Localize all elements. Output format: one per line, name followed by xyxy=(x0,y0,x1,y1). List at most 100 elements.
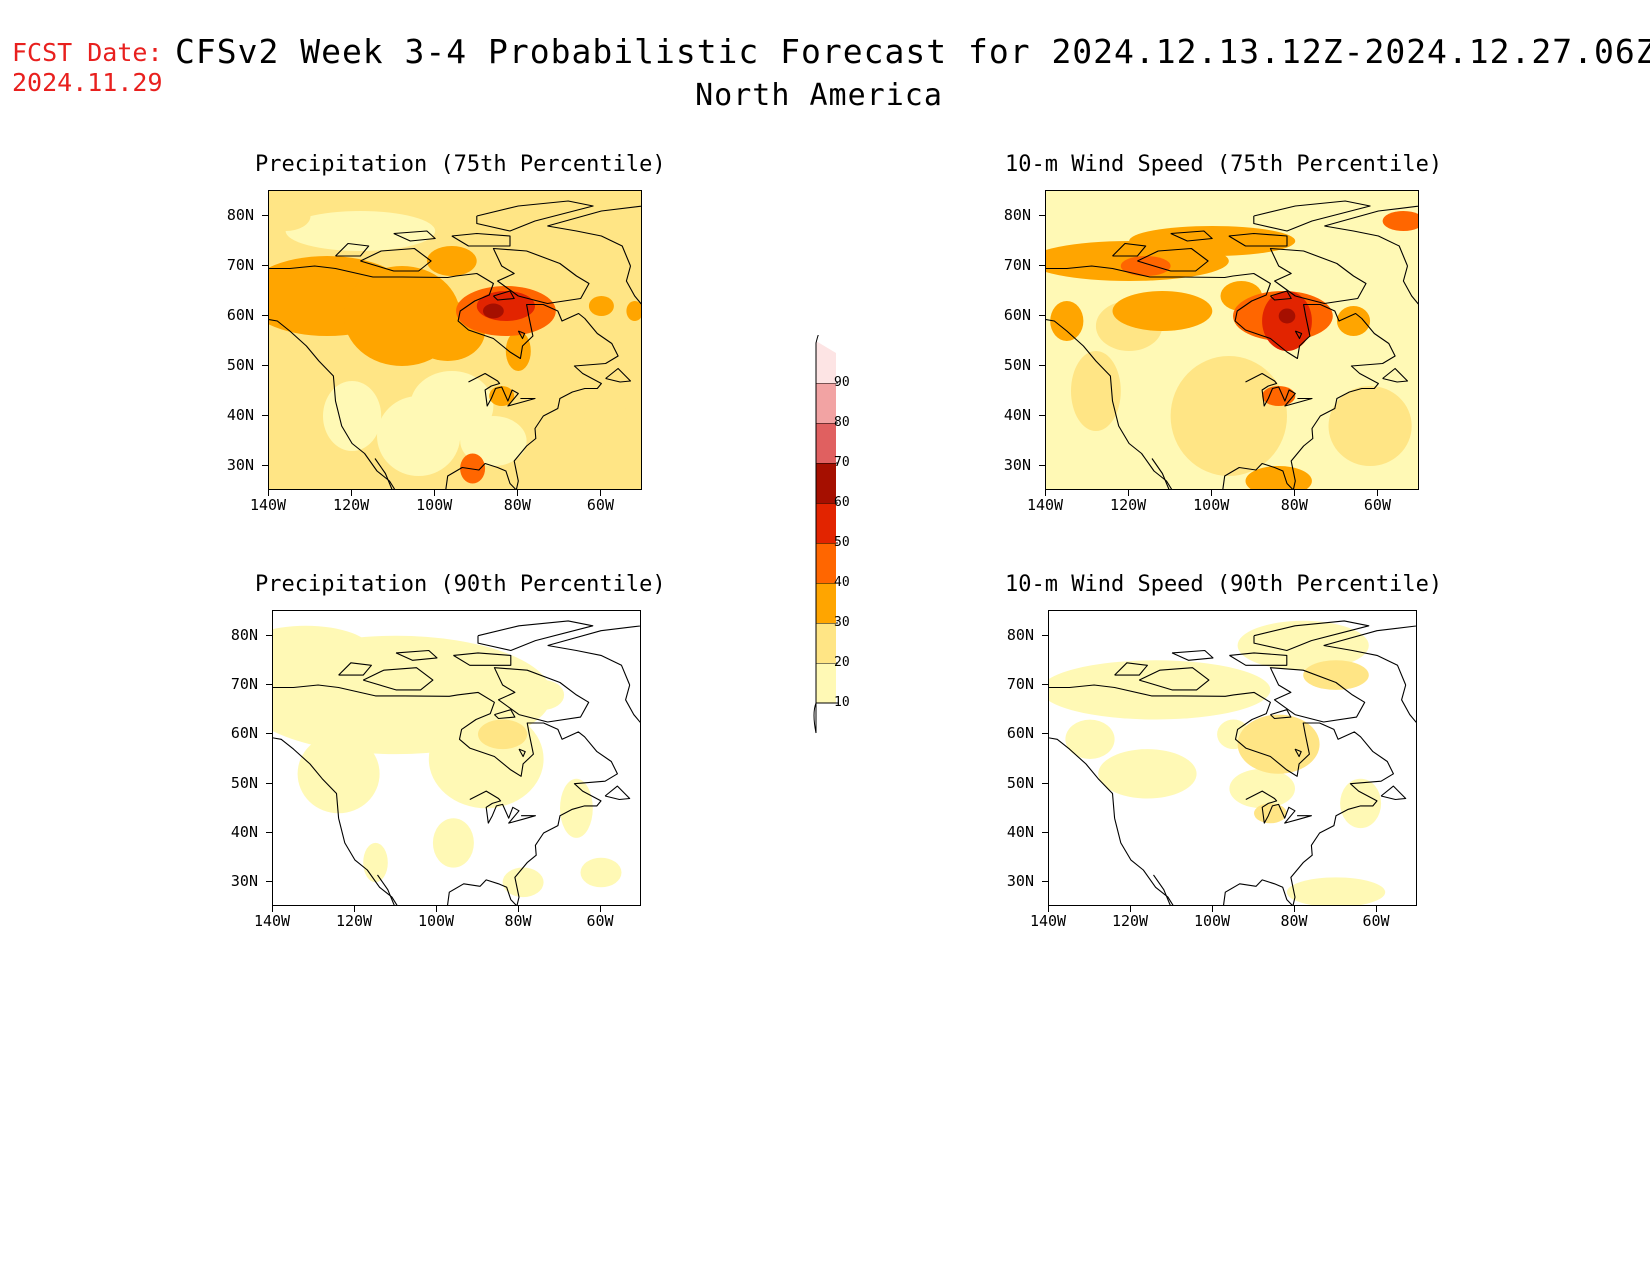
lat-label: 30N xyxy=(230,872,258,891)
probability-area xyxy=(502,867,544,898)
lat-label: 40N xyxy=(230,823,258,841)
coastline xyxy=(1229,652,1288,666)
coastline xyxy=(1269,247,1367,305)
lat-label: 80N xyxy=(1003,206,1031,224)
probability-area xyxy=(377,396,461,476)
coastline xyxy=(362,667,434,691)
lon-label: 120W xyxy=(1111,912,1149,930)
probability-area xyxy=(1382,211,1418,231)
coastline xyxy=(1402,265,1418,305)
coastline xyxy=(1382,367,1409,383)
lat-label: 80N xyxy=(230,625,258,644)
probability-area xyxy=(1303,660,1369,690)
lat-tick xyxy=(262,465,268,466)
lon-label: 60W xyxy=(1362,912,1390,930)
coastline xyxy=(1153,874,1171,905)
coastline xyxy=(625,265,641,305)
colorbar-label: 80 xyxy=(834,415,850,430)
probability-area xyxy=(584,386,627,446)
lat-tick xyxy=(1042,832,1048,833)
lat-label: 60N xyxy=(1003,306,1031,324)
lon-label: 120W xyxy=(333,496,370,514)
probability-area xyxy=(1049,660,1271,720)
lat-tick xyxy=(1042,782,1048,784)
lon-tick xyxy=(272,906,273,912)
map-canvas xyxy=(1046,191,1418,489)
colorbar xyxy=(813,335,838,734)
lat-label: 30N xyxy=(1003,456,1031,474)
map-plot xyxy=(1045,190,1419,490)
lat-tick xyxy=(266,782,272,784)
panel-title: Precipitation (75th Percentile) xyxy=(255,152,666,177)
lon-tick xyxy=(434,490,436,496)
coastline xyxy=(1171,649,1214,661)
probability-area xyxy=(460,416,527,466)
probability-area xyxy=(1278,308,1296,324)
probability-area xyxy=(1237,714,1320,774)
probability-area xyxy=(1262,386,1296,406)
coastline xyxy=(338,662,372,676)
lon-tick xyxy=(1377,490,1379,496)
lat-tick xyxy=(266,634,272,636)
lat-label: 80N xyxy=(1006,625,1034,644)
panel-title: 10-m Wind Speed (90th Percentile) xyxy=(1005,572,1443,597)
coastline xyxy=(547,644,631,686)
coastline xyxy=(377,874,395,905)
probability-area xyxy=(297,734,380,814)
colorbar-segment xyxy=(816,583,836,623)
lat-label: 80N xyxy=(226,206,254,224)
lat-label: 70N xyxy=(226,256,254,274)
probability-area xyxy=(1340,778,1382,829)
lon-tick xyxy=(1294,906,1295,912)
lat-tick xyxy=(262,215,268,216)
coastline xyxy=(1170,230,1213,242)
coastline xyxy=(494,709,516,720)
coastline xyxy=(1323,625,1416,647)
colorbar-label: 70 xyxy=(834,455,850,470)
probability-area xyxy=(426,246,477,276)
lat-label: 50N xyxy=(226,356,254,374)
panel-title: Precipitation (90th Percentile) xyxy=(255,572,666,597)
coastline xyxy=(1323,644,1407,686)
coastline xyxy=(269,319,396,489)
probability-area xyxy=(269,201,311,231)
probability-area xyxy=(1254,803,1287,824)
coastline xyxy=(625,684,640,723)
lon-tick xyxy=(351,490,353,496)
lat-tick xyxy=(266,684,272,685)
coastline xyxy=(518,748,526,758)
lon-label: 60W xyxy=(1363,496,1391,514)
lon-label: 140W xyxy=(1026,496,1064,514)
coastline xyxy=(1294,748,1302,758)
lon-label: 100W xyxy=(1193,912,1231,930)
coastline xyxy=(547,205,641,227)
coastline xyxy=(273,737,398,905)
coastline xyxy=(1401,684,1416,723)
coastline xyxy=(493,290,515,301)
lat-tick xyxy=(1042,684,1048,685)
lat-tick xyxy=(266,733,272,735)
probability-area xyxy=(476,291,535,321)
lon-tick xyxy=(1128,490,1130,496)
probability-area xyxy=(1336,306,1371,336)
lon-tick xyxy=(1048,906,1049,912)
coastline xyxy=(1245,372,1313,407)
lat-tick xyxy=(1039,365,1045,366)
probability-area xyxy=(1098,749,1197,799)
lat-tick xyxy=(1039,315,1045,316)
coastline xyxy=(1049,684,1394,905)
probability-area xyxy=(273,625,372,676)
lon-label: 60W xyxy=(586,496,614,514)
coastline xyxy=(395,649,438,661)
lon-tick xyxy=(354,906,355,912)
lon-label: 120W xyxy=(335,912,373,930)
coastline xyxy=(1049,737,1174,905)
map-canvas xyxy=(273,620,640,905)
probability-area xyxy=(523,680,565,710)
probability-area xyxy=(1065,719,1115,759)
lat-tick xyxy=(1042,733,1048,735)
lat-label: 40N xyxy=(1003,406,1031,424)
coastline xyxy=(451,232,511,247)
lon-label: 80W xyxy=(1280,496,1308,514)
probability-area xyxy=(1286,877,1386,905)
